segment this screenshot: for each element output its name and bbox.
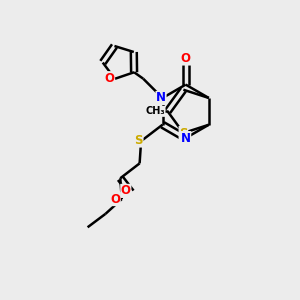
Text: N: N: [181, 132, 191, 145]
Text: S: S: [179, 127, 188, 140]
Text: O: O: [121, 184, 131, 197]
Text: N: N: [156, 92, 166, 104]
Text: O: O: [105, 72, 115, 85]
Text: O: O: [181, 52, 191, 65]
Text: S: S: [134, 134, 143, 147]
Text: CH₃: CH₃: [146, 106, 165, 116]
Text: O: O: [110, 193, 120, 206]
